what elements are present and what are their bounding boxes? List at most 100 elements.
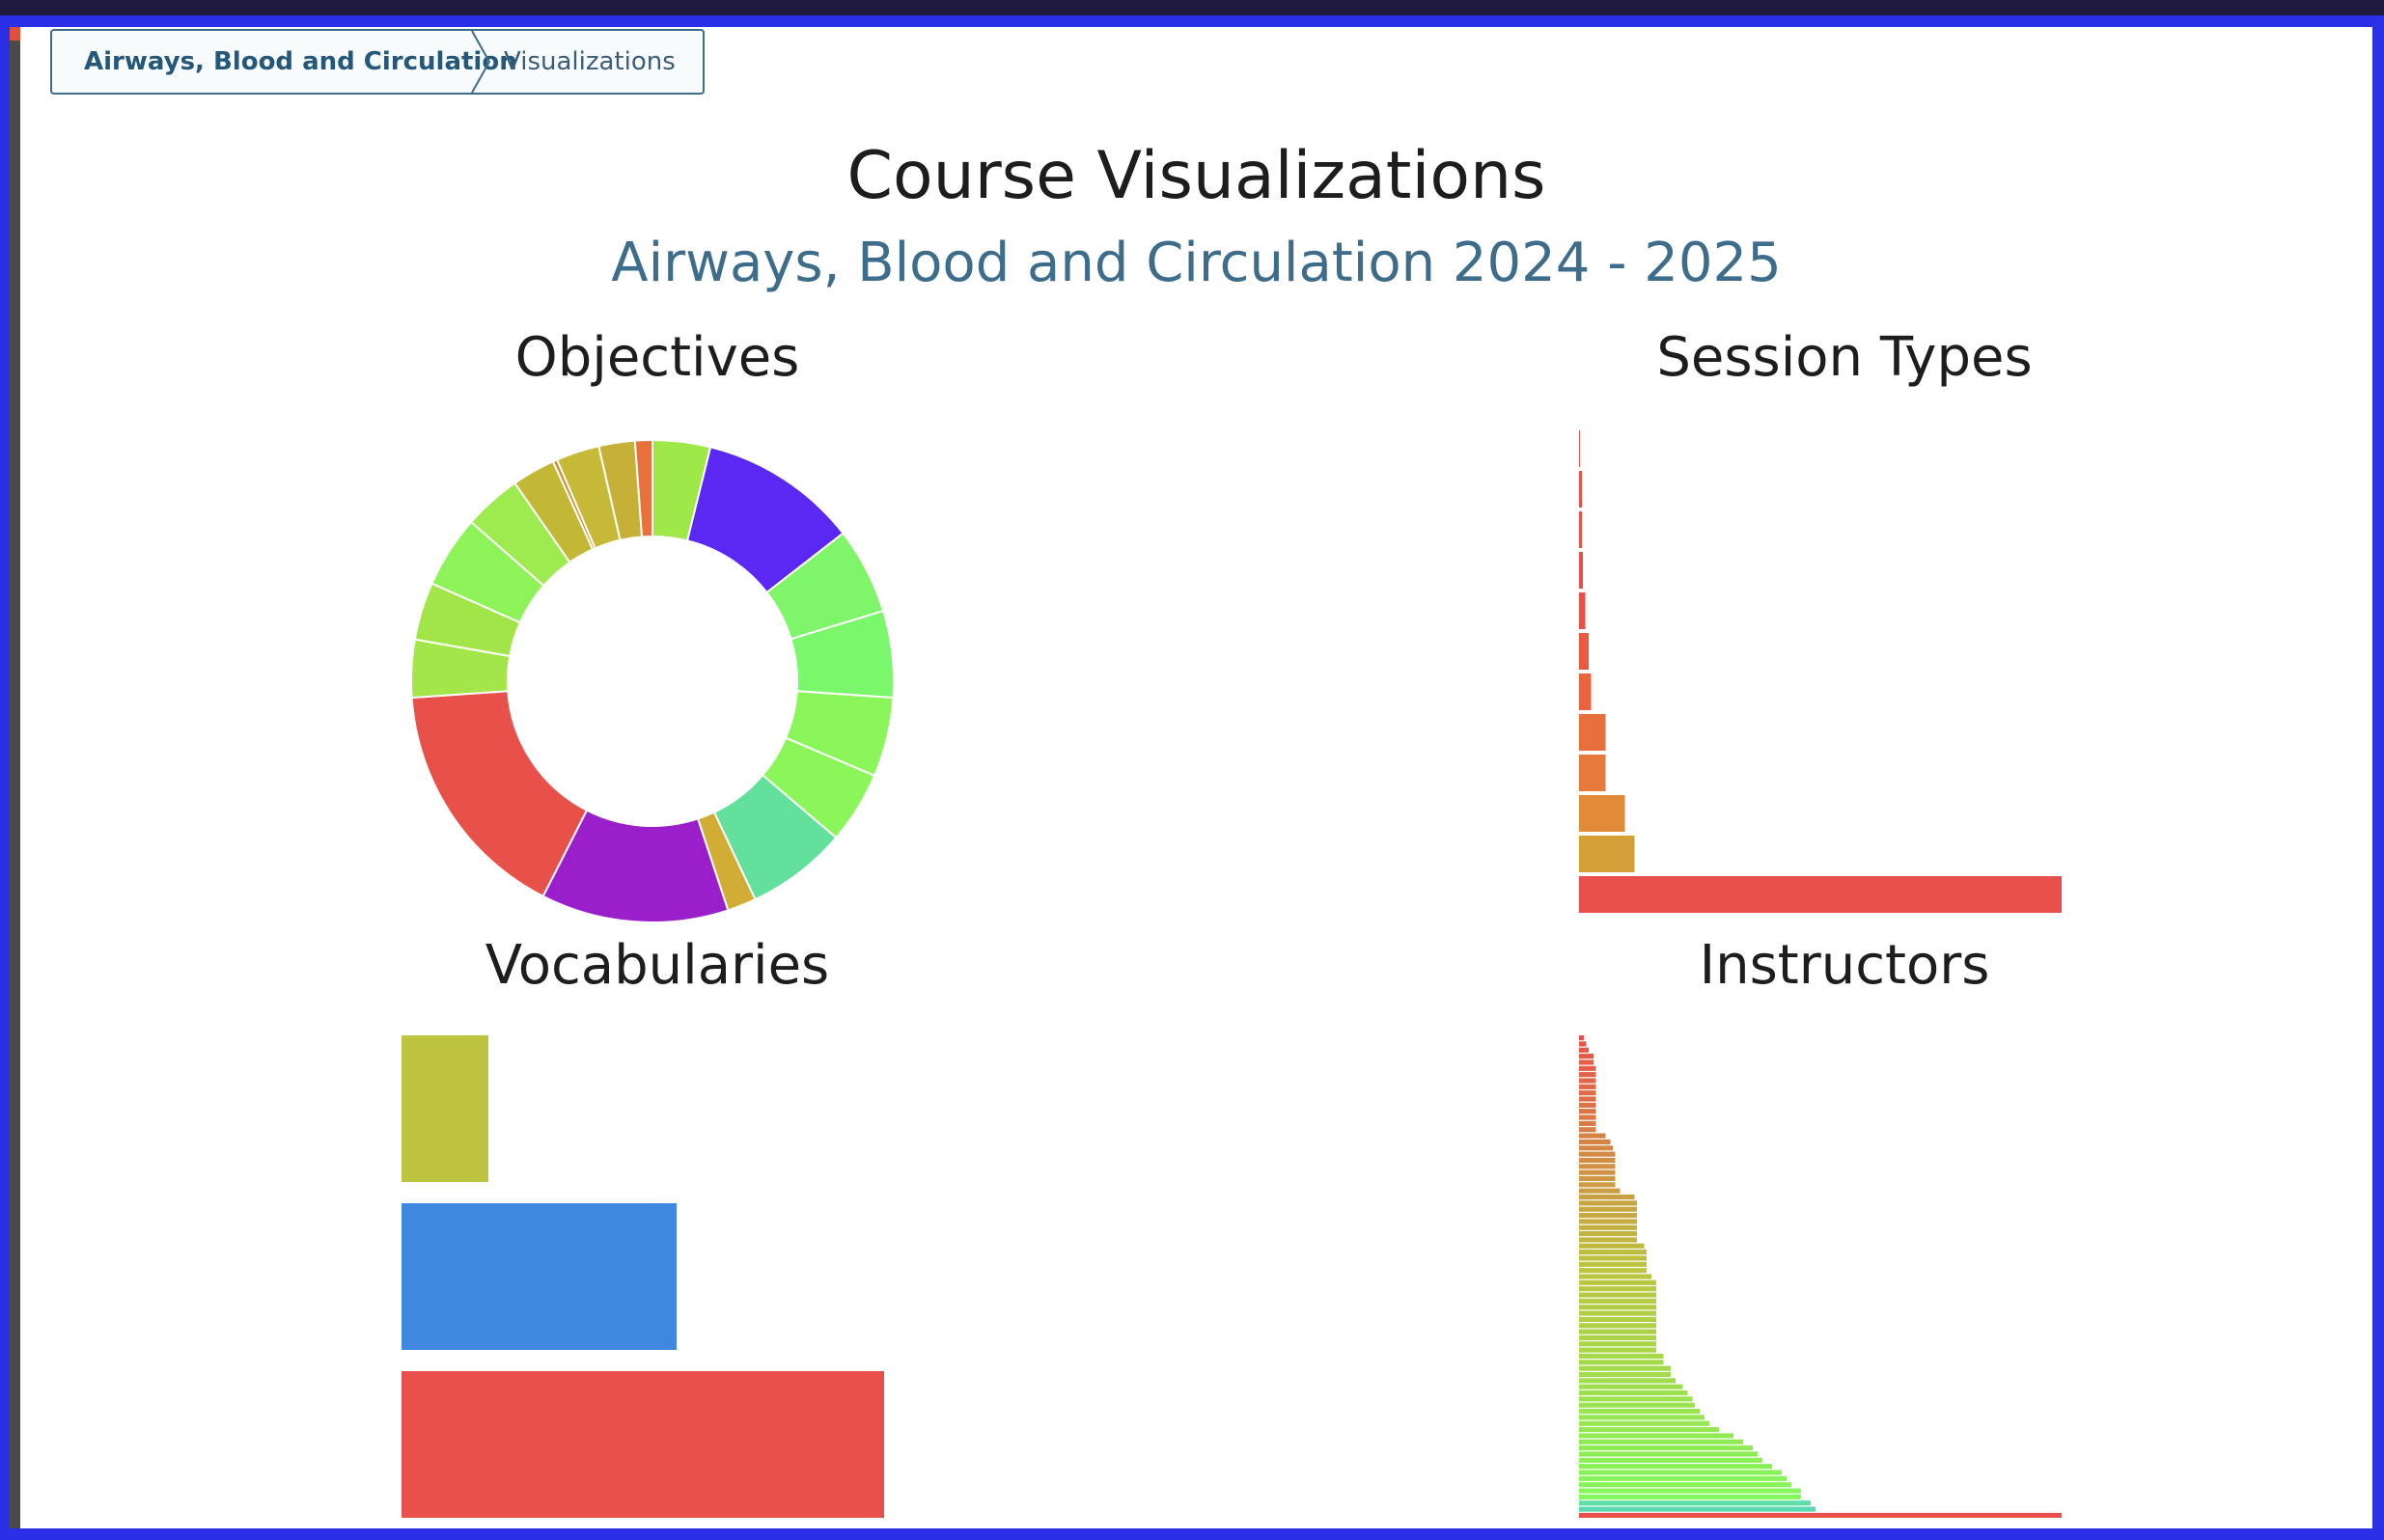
instructor-bar[interactable]: [1579, 1384, 1683, 1389]
instructor-bar[interactable]: [1579, 1219, 1637, 1224]
instructor-bar[interactable]: [1579, 1512, 2062, 1518]
instructor-bar[interactable]: [1579, 1305, 1656, 1310]
instructor-bar[interactable]: [1579, 1316, 1656, 1322]
instructor-bar[interactable]: [1579, 1396, 1693, 1402]
instructor-bar[interactable]: [1579, 1120, 1596, 1126]
instructor-bar[interactable]: [1579, 1059, 1594, 1065]
instructor-bar[interactable]: [1579, 1389, 1688, 1396]
instructor-bar[interactable]: [1579, 1353, 1664, 1360]
instructor-bar[interactable]: [1579, 1212, 1637, 1219]
instructor-bar[interactable]: [1579, 1402, 1695, 1408]
instructor-bar[interactable]: [1579, 1298, 1656, 1304]
session-type-bar[interactable]: [1579, 471, 1582, 508]
instructor-bar[interactable]: [1579, 1506, 1816, 1512]
instructor-bar[interactable]: [1579, 1188, 1621, 1194]
instructor-bar[interactable]: [1579, 1133, 1606, 1139]
instructor-bar[interactable]: [1579, 1054, 1594, 1059]
instructor-bar[interactable]: [1579, 1255, 1647, 1261]
instructor-bar[interactable]: [1579, 1409, 1700, 1415]
instructor-bar[interactable]: [1579, 1127, 1596, 1133]
instructor-bar[interactable]: [1579, 1457, 1762, 1463]
instructor-bar[interactable]: [1579, 1096, 1596, 1102]
instructor-bar[interactable]: [1579, 1182, 1616, 1188]
instructors-title[interactable]: Instructors: [1699, 934, 1990, 997]
instructor-bar[interactable]: [1579, 1341, 1656, 1347]
instructor-bar[interactable]: [1579, 1090, 1596, 1096]
instructor-bar[interactable]: [1579, 1164, 1616, 1169]
instructor-bar[interactable]: [1579, 1323, 1656, 1329]
instructor-bar[interactable]: [1579, 1415, 1705, 1420]
instructor-bar[interactable]: [1579, 1250, 1647, 1255]
session-type-bar[interactable]: [1579, 430, 1580, 467]
instructor-bar[interactable]: [1579, 1274, 1651, 1279]
instructor-bar[interactable]: [1579, 1433, 1733, 1439]
session-type-bar[interactable]: [1579, 633, 1589, 670]
instructor-bar[interactable]: [1579, 1175, 1616, 1182]
instructor-bar[interactable]: [1579, 1360, 1664, 1365]
instructor-bar[interactable]: [1579, 1169, 1616, 1175]
instructor-bar[interactable]: [1579, 1378, 1676, 1384]
instructor-bar[interactable]: [1579, 1041, 1587, 1047]
instructor-bar[interactable]: [1579, 1194, 1635, 1200]
vocabulary-bar[interactable]: [402, 1203, 677, 1350]
session-type-bar[interactable]: [1579, 836, 1635, 872]
instructor-bar[interactable]: [1579, 1500, 1811, 1506]
instructor-bar[interactable]: [1579, 1488, 1801, 1494]
instructor-bar[interactable]: [1579, 1200, 1637, 1206]
instructor-bar[interactable]: [1579, 1035, 1584, 1041]
instructor-bar[interactable]: [1579, 1494, 1801, 1499]
instructor-bar[interactable]: [1579, 1286, 1656, 1292]
vocabularies-title[interactable]: Vocabularies: [485, 934, 830, 997]
instructor-bar[interactable]: [1579, 1109, 1596, 1114]
instructor-bar[interactable]: [1579, 1084, 1596, 1089]
instructor-bar[interactable]: [1579, 1451, 1758, 1457]
breadcrumb-course-link[interactable]: Airways, Blood and Circulation: [84, 47, 517, 76]
objectives-title[interactable]: Objectives: [514, 326, 800, 389]
instructor-bar[interactable]: [1579, 1151, 1616, 1157]
instructor-bar[interactable]: [1579, 1470, 1782, 1475]
session-type-bar[interactable]: [1579, 795, 1625, 832]
instructor-bar[interactable]: [1579, 1261, 1647, 1267]
vocabulary-bar[interactable]: [402, 1035, 488, 1182]
instructor-bar[interactable]: [1579, 1243, 1645, 1249]
session-type-bar[interactable]: [1579, 511, 1582, 548]
instructor-bar[interactable]: [1579, 1139, 1611, 1144]
instructor-bar[interactable]: [1579, 1065, 1596, 1071]
instructor-bar[interactable]: [1579, 1482, 1791, 1488]
session-type-bar[interactable]: [1579, 876, 2062, 913]
instructor-bar[interactable]: [1579, 1439, 1743, 1444]
instructor-bar[interactable]: [1579, 1206, 1637, 1212]
session-types-title[interactable]: Session Types: [1656, 326, 2033, 389]
instructor-bar[interactable]: [1579, 1445, 1753, 1451]
instructor-bar[interactable]: [1579, 1237, 1637, 1243]
session-type-bar[interactable]: [1579, 755, 1606, 791]
instructor-bar[interactable]: [1579, 1102, 1596, 1108]
instructor-bar[interactable]: [1579, 1224, 1637, 1230]
instructor-bar[interactable]: [1579, 1292, 1656, 1298]
instructor-bar[interactable]: [1579, 1371, 1671, 1378]
instructor-bar[interactable]: [1579, 1427, 1719, 1433]
instructor-bar[interactable]: [1579, 1268, 1647, 1274]
session-type-bar[interactable]: [1579, 714, 1606, 751]
objectives-slice[interactable]: [633, 438, 653, 538]
instructor-bar[interactable]: [1579, 1145, 1613, 1151]
instructor-bar[interactable]: [1579, 1329, 1656, 1334]
instructor-bar[interactable]: [1579, 1114, 1596, 1120]
session-type-bar[interactable]: [1579, 592, 1586, 629]
instructor-bar[interactable]: [1579, 1365, 1671, 1371]
instructor-bar[interactable]: [1579, 1078, 1596, 1084]
session-type-bar[interactable]: [1579, 674, 1592, 710]
session-type-bar[interactable]: [1579, 552, 1583, 589]
instructor-bar[interactable]: [1579, 1464, 1772, 1470]
instructor-bar[interactable]: [1579, 1157, 1616, 1164]
instructor-bar[interactable]: [1579, 1231, 1637, 1237]
instructor-bar[interactable]: [1579, 1475, 1787, 1481]
instructor-bar[interactable]: [1579, 1279, 1656, 1285]
vocabulary-bar[interactable]: [402, 1371, 884, 1518]
instructor-bar[interactable]: [1579, 1347, 1656, 1353]
instructor-bar[interactable]: [1579, 1072, 1596, 1078]
instructor-bar[interactable]: [1579, 1334, 1656, 1341]
instructor-bar[interactable]: [1579, 1047, 1589, 1053]
instructor-bar[interactable]: [1579, 1310, 1656, 1316]
instructor-bar[interactable]: [1579, 1420, 1709, 1426]
